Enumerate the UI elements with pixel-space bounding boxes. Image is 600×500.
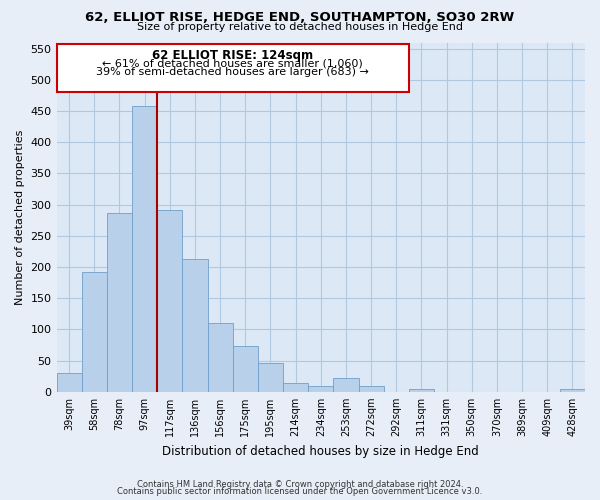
Text: Contains public sector information licensed under the Open Government Licence v3: Contains public sector information licen… [118,487,482,496]
X-axis label: Distribution of detached houses by size in Hedge End: Distribution of detached houses by size … [163,444,479,458]
Bar [56,373,82,392]
Text: 62 ELLIOT RISE: 124sqm: 62 ELLIOT RISE: 124sqm [152,50,313,62]
Bar [233,346,258,392]
Text: Contains HM Land Registry data © Crown copyright and database right 2024.: Contains HM Land Registry data © Crown c… [137,480,463,489]
Text: ← 61% of detached houses are smaller (1,060): ← 61% of detached houses are smaller (1,… [103,58,363,68]
Bar [107,213,132,392]
Text: Size of property relative to detached houses in Hedge End: Size of property relative to detached ho… [137,22,463,32]
Bar [334,378,359,392]
Bar [182,259,208,392]
Bar [157,210,182,392]
Bar [258,363,283,392]
Bar [208,323,233,392]
Bar [409,388,434,392]
Bar [308,386,334,392]
Bar [56,44,409,92]
Bar [560,390,585,392]
Bar [359,386,383,392]
Bar [132,106,157,392]
Text: 62, ELLIOT RISE, HEDGE END, SOUTHAMPTON, SO30 2RW: 62, ELLIOT RISE, HEDGE END, SOUTHAMPTON,… [85,11,515,24]
Bar [283,383,308,392]
Text: 39% of semi-detached houses are larger (683) →: 39% of semi-detached houses are larger (… [96,67,369,77]
Bar [82,272,107,392]
Y-axis label: Number of detached properties: Number of detached properties [15,130,25,305]
